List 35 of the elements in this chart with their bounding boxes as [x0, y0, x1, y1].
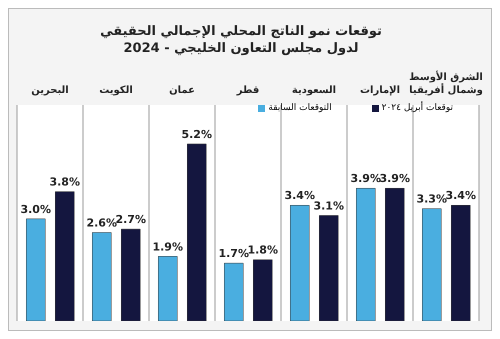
data-label: 1.7%: [218, 247, 249, 260]
data-label: 1.9%: [152, 240, 183, 254]
data-label: 3.4%: [284, 189, 315, 202]
bar: [224, 262, 244, 321]
data-label: 3.9%: [350, 172, 381, 186]
bar: [252, 259, 272, 321]
x-tick-label: البحرين: [31, 85, 69, 96]
x-tick-label: قطر: [236, 85, 260, 96]
bar: [186, 144, 206, 321]
data-label: 2.6%: [86, 216, 117, 230]
bar: [356, 188, 376, 321]
x-tick-label: الشرق الأوسط وشمال أفريقيا: [409, 70, 483, 96]
bar: [422, 208, 442, 321]
bar: [54, 191, 74, 321]
data-label: 3.9%: [379, 172, 410, 186]
chart-title: توقعات نمو الناتج المحلي الإجمالي الحقيقي لدول مجلس التعاون الخليجي - 2024: [99, 23, 383, 57]
data-label: 3.8%: [49, 176, 80, 189]
bar: [450, 204, 470, 321]
bar: [318, 215, 338, 321]
legend-label: التوقعات السابقة: [268, 103, 332, 113]
data-label: 3.0%: [20, 202, 51, 216]
bar: [26, 218, 46, 321]
bar: [384, 188, 404, 321]
x-tick-label: عمان: [169, 85, 195, 96]
bar: [290, 204, 310, 321]
x-tick-label: الكويت: [99, 85, 133, 96]
data-label: 5.2%: [181, 128, 212, 141]
legend-label: توقعات أبريل ٢٠٢٤: [382, 103, 453, 113]
data-label: 3.1%: [313, 199, 344, 212]
bar: [158, 256, 178, 321]
x-tick-label: الإمارات: [360, 85, 400, 96]
bar: [120, 228, 140, 321]
bar: [92, 232, 112, 321]
x-tick-label: السعودية: [292, 85, 336, 96]
data-label: 3.3%: [416, 192, 447, 206]
